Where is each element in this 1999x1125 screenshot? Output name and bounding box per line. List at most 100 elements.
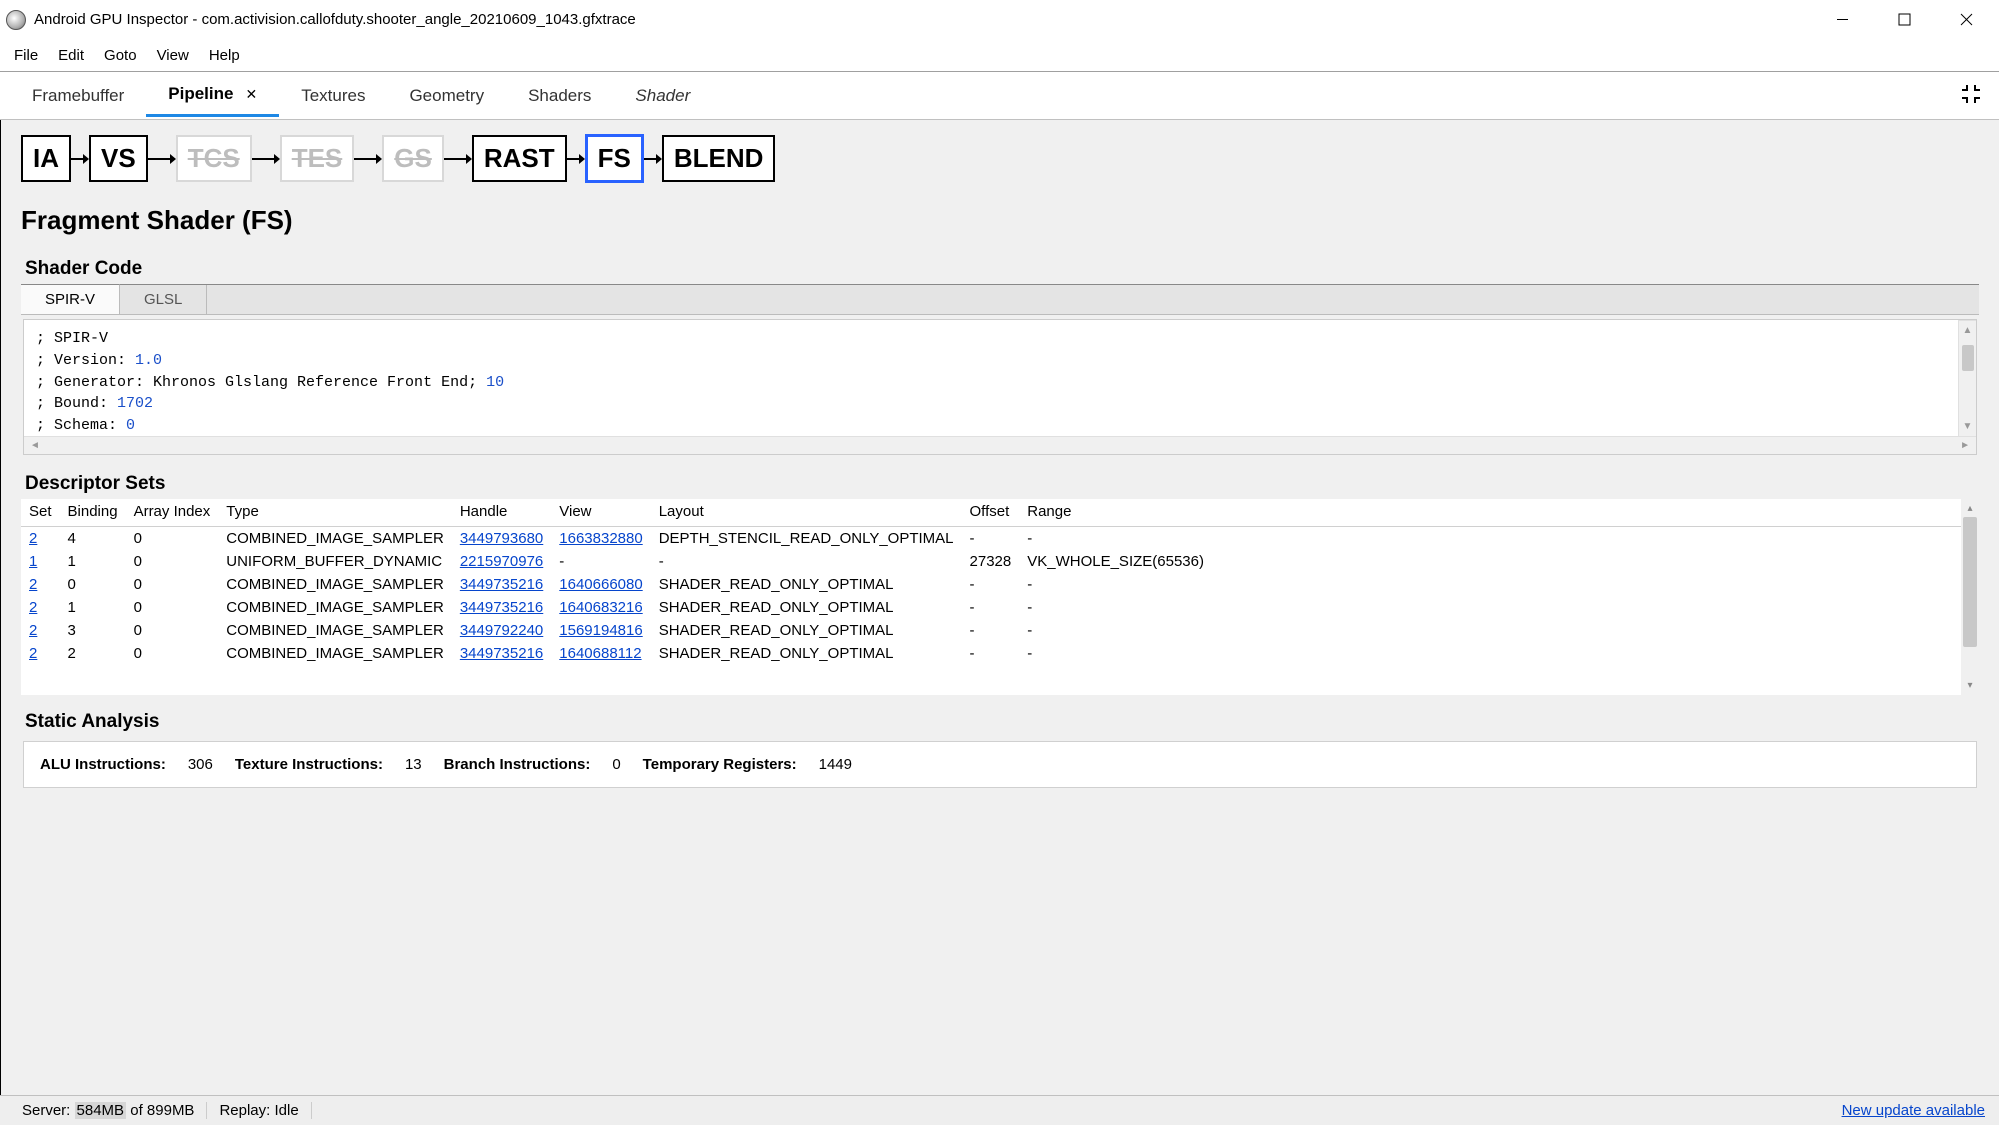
pipeline-stage-tcs[interactable]: TCS bbox=[176, 135, 252, 182]
window-title: Android GPU Inspector - com.activision.c… bbox=[34, 11, 636, 28]
tab-textures[interactable]: Textures bbox=[279, 76, 387, 116]
cell-handle[interactable]: 2215970976 bbox=[452, 550, 551, 573]
cell-set[interactable]: 2 bbox=[21, 642, 60, 665]
cell-set[interactable]: 2 bbox=[21, 527, 60, 551]
cell-type: COMBINED_IMAGE_SAMPLER bbox=[218, 596, 452, 619]
pipeline-stages: IA VS TCS TES GS RAST FS BLEND bbox=[21, 130, 1979, 199]
cell-handle[interactable]: 3449792240 bbox=[452, 619, 551, 642]
stat-label: Temporary Registers: bbox=[643, 756, 797, 773]
table-row[interactable]: 230COMBINED_IMAGE_SAMPLER344979224015691… bbox=[21, 619, 1979, 642]
pipeline-stage-fs[interactable]: FS bbox=[585, 134, 644, 183]
tab-shader[interactable]: Shader bbox=[613, 76, 712, 116]
cell-set[interactable]: 2 bbox=[21, 619, 60, 642]
arrow-icon bbox=[354, 152, 382, 166]
cell-array-index: 0 bbox=[126, 527, 219, 551]
table-row[interactable]: 110UNIFORM_BUFFER_DYNAMIC2215970976--273… bbox=[21, 550, 1979, 573]
scroll-up-icon[interactable]: ▲ bbox=[1963, 325, 1973, 336]
column-header[interactable]: Binding bbox=[60, 499, 126, 527]
cell-set[interactable]: 1 bbox=[21, 550, 60, 573]
shader-code-tabs: SPIR-VGLSL bbox=[21, 284, 1979, 315]
cell-handle[interactable]: 3449735216 bbox=[452, 596, 551, 619]
minimize-button[interactable] bbox=[1811, 0, 1873, 40]
collapse-fullscreen-icon[interactable] bbox=[1953, 76, 1989, 115]
pipeline-stage-vs[interactable]: VS bbox=[89, 135, 148, 182]
tab-shaders[interactable]: Shaders bbox=[506, 76, 613, 116]
cell-view[interactable]: 1640683216 bbox=[551, 596, 650, 619]
cell-view[interactable]: 1640688112 bbox=[551, 642, 650, 665]
code-vertical-scrollbar[interactable]: ▲ ▼ bbox=[1958, 320, 1976, 436]
status-server-of: of 899MB bbox=[130, 1102, 194, 1119]
cell-offset: - bbox=[962, 527, 1020, 551]
column-header[interactable]: View bbox=[551, 499, 650, 527]
column-header[interactable]: Layout bbox=[651, 499, 962, 527]
table-row[interactable]: 210COMBINED_IMAGE_SAMPLER344973521616406… bbox=[21, 596, 1979, 619]
tab-pipeline[interactable]: Pipeline✕ bbox=[146, 74, 279, 117]
pipeline-stage-ia[interactable]: IA bbox=[21, 135, 71, 182]
scroll-down-icon[interactable]: ▾ bbox=[1967, 680, 1972, 691]
cell-range: - bbox=[1019, 596, 1212, 619]
descriptor-sets-table: SetBindingArray IndexTypeHandleViewLayou… bbox=[21, 499, 1979, 665]
shader-code-panel: ; SPIR-V ; Version: 1.0 ; Generator: Khr… bbox=[23, 319, 1977, 455]
cell-layout: SHADER_READ_ONLY_OPTIMAL bbox=[651, 619, 962, 642]
column-header[interactable]: Handle bbox=[452, 499, 551, 527]
code-horizontal-scrollbar[interactable]: ◄ ► bbox=[24, 436, 1976, 454]
menu-edit[interactable]: Edit bbox=[48, 43, 94, 68]
scroll-up-icon[interactable]: ▴ bbox=[1967, 503, 1972, 514]
pipeline-stage-tes[interactable]: TES bbox=[280, 135, 355, 182]
column-header[interactable]: Array Index bbox=[126, 499, 219, 527]
table-vertical-scrollbar[interactable]: ▴ ▾ bbox=[1961, 499, 1979, 695]
menu-help[interactable]: Help bbox=[199, 43, 250, 68]
cell-set[interactable]: 2 bbox=[21, 596, 60, 619]
pipeline-stage-gs[interactable]: GS bbox=[382, 135, 444, 182]
stat-value: 0 bbox=[612, 756, 620, 773]
arrow-icon bbox=[644, 152, 662, 166]
scroll-right-icon[interactable]: ► bbox=[1960, 440, 1970, 451]
status-server-label: Server: bbox=[22, 1102, 70, 1119]
descriptor-sets-panel: SetBindingArray IndexTypeHandleViewLayou… bbox=[21, 499, 1979, 695]
table-row[interactable]: 200COMBINED_IMAGE_SAMPLER344973521616406… bbox=[21, 573, 1979, 596]
pipeline-stage-blend[interactable]: BLEND bbox=[662, 135, 776, 182]
close-icon[interactable]: ✕ bbox=[245, 86, 257, 103]
cell-view[interactable]: 1569194816 bbox=[551, 619, 650, 642]
column-header[interactable]: Offset bbox=[962, 499, 1020, 527]
close-button[interactable] bbox=[1935, 0, 1997, 40]
cell-array-index: 0 bbox=[126, 596, 219, 619]
shader-tab-glsl[interactable]: GLSL bbox=[120, 285, 207, 314]
cell-offset: - bbox=[962, 596, 1020, 619]
stat-value: 306 bbox=[188, 756, 213, 773]
static-analysis-panel: ALU Instructions:306Texture Instructions… bbox=[23, 741, 1977, 788]
cell-array-index: 0 bbox=[126, 573, 219, 596]
shader-code-text[interactable]: ; SPIR-V ; Version: 1.0 ; Generator: Khr… bbox=[24, 320, 1976, 436]
cell-handle[interactable]: 3449793680 bbox=[452, 527, 551, 551]
cell-offset: - bbox=[962, 573, 1020, 596]
update-link[interactable]: New update available bbox=[1842, 1102, 1989, 1119]
cell-range: - bbox=[1019, 619, 1212, 642]
tab-geometry[interactable]: Geometry bbox=[387, 76, 506, 116]
cell-layout: SHADER_READ_ONLY_OPTIMAL bbox=[651, 596, 962, 619]
table-row[interactable]: 240COMBINED_IMAGE_SAMPLER344979368016638… bbox=[21, 527, 1979, 551]
cell-handle[interactable]: 3449735216 bbox=[452, 642, 551, 665]
shader-tab-spir-v[interactable]: SPIR-V bbox=[21, 284, 120, 314]
tab-framebuffer[interactable]: Framebuffer bbox=[10, 76, 146, 116]
cell-view[interactable]: 1640666080 bbox=[551, 573, 650, 596]
static-analysis-heading: Static Analysis bbox=[25, 711, 1979, 733]
cell-view: - bbox=[551, 550, 650, 573]
table-row[interactable]: 220COMBINED_IMAGE_SAMPLER344973521616406… bbox=[21, 642, 1979, 665]
column-header[interactable]: Type bbox=[218, 499, 452, 527]
cell-array-index: 0 bbox=[126, 619, 219, 642]
cell-view[interactable]: 1663832880 bbox=[551, 527, 650, 551]
maximize-button[interactable] bbox=[1873, 0, 1935, 40]
column-header[interactable]: Set bbox=[21, 499, 60, 527]
column-header[interactable]: Range bbox=[1019, 499, 1212, 527]
cell-offset: 27328 bbox=[962, 550, 1020, 573]
stat-value: 1449 bbox=[819, 756, 852, 773]
scroll-left-icon[interactable]: ◄ bbox=[30, 440, 40, 451]
cell-set[interactable]: 2 bbox=[21, 573, 60, 596]
menu-view[interactable]: View bbox=[147, 43, 199, 68]
menu-file[interactable]: File bbox=[4, 43, 48, 68]
cell-array-index: 0 bbox=[126, 550, 219, 573]
scroll-down-icon[interactable]: ▼ bbox=[1963, 421, 1973, 432]
cell-handle[interactable]: 3449735216 bbox=[452, 573, 551, 596]
pipeline-stage-rast[interactable]: RAST bbox=[472, 135, 567, 182]
menu-goto[interactable]: Goto bbox=[94, 43, 147, 68]
